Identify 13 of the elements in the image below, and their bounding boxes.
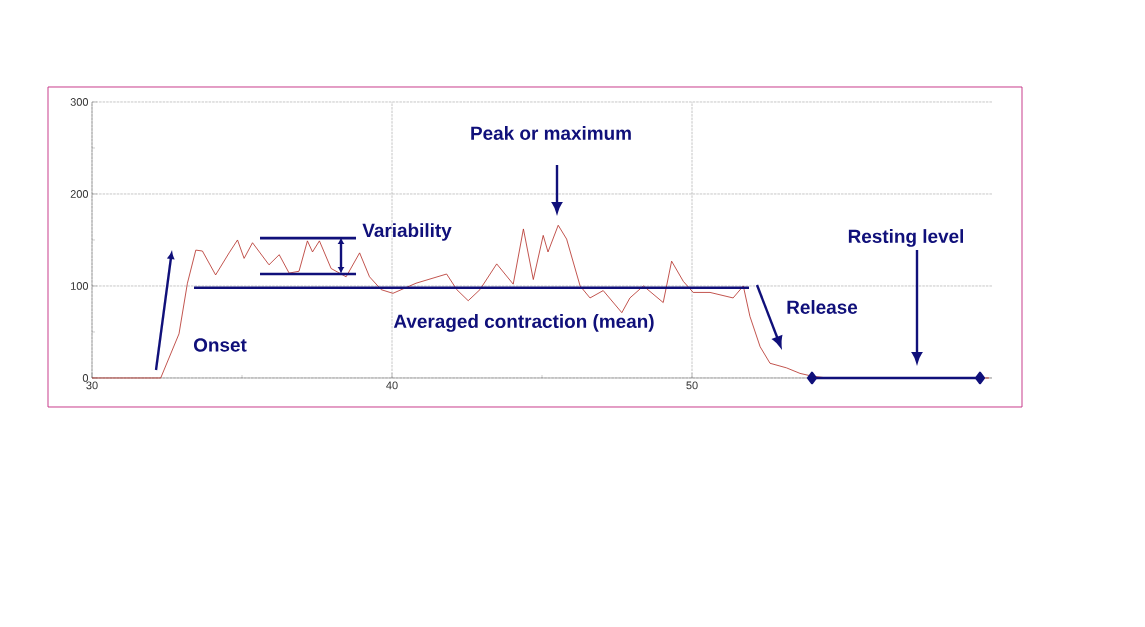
x-tick-label: 50 [686, 381, 698, 390]
annotation: Release [787, 300, 858, 314]
annotation: Resting level [848, 229, 964, 247]
annotation: Averaged contraction (mean) [393, 314, 654, 332]
annotation: Variability [362, 223, 452, 241]
annotation: Onset [193, 338, 247, 352]
x-tick-label: 40 [386, 381, 398, 390]
annotation: Peak or maximum [471, 126, 631, 140]
y-tick-label: 200 [70, 190, 89, 198]
y-tick-label: 100 [71, 282, 89, 290]
y-tick-label: 0 [82, 374, 89, 382]
x-tick-label: 30 [86, 381, 98, 390]
y-tick-label: 300 [70, 98, 89, 106]
